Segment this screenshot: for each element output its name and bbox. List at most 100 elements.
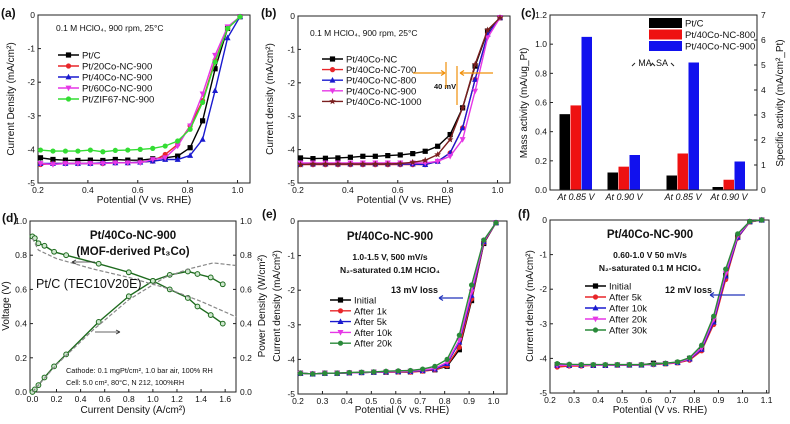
- y-tick-label: -2: [287, 78, 295, 88]
- circle-marker: [87, 147, 93, 153]
- circle-marker: [358, 369, 365, 375]
- plot-frame: [297, 15, 511, 184]
- circle-marker: [125, 293, 132, 300]
- catalyst-title: Pt/40Co-NC-900: [607, 229, 693, 241]
- plot-frame: [37, 14, 251, 184]
- x-axis-title: Current Density (A/cm²): [80, 405, 185, 416]
- circle-marker: [650, 361, 657, 367]
- square-marker: [385, 153, 391, 159]
- star-marker: [322, 160, 329, 167]
- series-pt-c-power: [31, 262, 237, 393]
- x-tick-label: 0.2: [292, 396, 304, 406]
- circle-marker: [407, 367, 414, 374]
- y-tick-label: -5: [287, 389, 295, 399]
- circle-marker: [371, 369, 377, 375]
- square-marker: [347, 154, 353, 160]
- star-marker: [484, 26, 491, 33]
- circle-marker: [137, 146, 143, 152]
- legend-label: Initial: [609, 282, 631, 293]
- panel-d: (d) Voltage (V) Power Density (W/cm²) Curre…: [1, 211, 268, 416]
- triangle-down-marker: [174, 143, 181, 150]
- plot-frame: [549, 219, 770, 394]
- category-label: At 0.85 V: [663, 192, 702, 202]
- square-marker: [112, 156, 118, 163]
- circle-marker: [219, 281, 226, 288]
- x-axis-title: Potential (V vs. RHE): [357, 195, 451, 206]
- y-tick-label: -4: [287, 145, 295, 155]
- y-tick-label: 3: [761, 110, 766, 120]
- legend-label: Pt/40Co-NC-900: [685, 42, 755, 53]
- square-marker: [65, 52, 72, 58]
- legend-label: Pt/ZIF67-NC-900: [82, 95, 154, 106]
- circle-marker: [194, 303, 201, 310]
- circle-marker: [346, 369, 352, 376]
- y-tick-label: 0: [542, 215, 547, 225]
- x-tick-label: 0.7: [414, 396, 426, 406]
- circle-marker: [75, 148, 81, 154]
- legend-label: Pt/40Co-NC-800: [346, 76, 416, 87]
- circle-marker: [149, 277, 156, 284]
- legend-label: Pt/20Co-NC-900: [82, 62, 152, 73]
- triangle-down-marker: [149, 157, 156, 163]
- bar: [666, 175, 677, 190]
- circle-marker: [686, 355, 693, 361]
- triangle-down-marker: [87, 161, 94, 167]
- circle-marker: [51, 248, 57, 255]
- circle-marker: [468, 282, 475, 288]
- legend-label: After 1k: [354, 306, 387, 317]
- circle-marker: [95, 318, 102, 325]
- x-tick-label: 0.8: [182, 185, 194, 195]
- star-marker: [459, 104, 466, 111]
- triangle-up-marker: [592, 304, 599, 311]
- y-tick-label: 1.2: [535, 10, 547, 20]
- x-tick-label: 1.0: [232, 185, 244, 195]
- star-marker: [446, 136, 454, 143]
- triangle-down-marker: [49, 162, 56, 168]
- series-line: [557, 219, 762, 366]
- circle-marker: [37, 147, 44, 153]
- y-tick-label: 2: [761, 135, 766, 145]
- square-marker: [62, 157, 69, 163]
- circle-marker: [200, 99, 206, 105]
- panel-a: (a) Current Density (mA/cm²) Potential (V …: [1, 6, 251, 206]
- circle-marker: [297, 370, 304, 376]
- y-tick-label: 0.4: [15, 319, 27, 329]
- bar: [607, 172, 618, 190]
- circle-marker: [63, 351, 70, 358]
- y-tick-label: -2: [539, 284, 547, 294]
- x-axis-title: Potential (V vs. RHE): [613, 405, 707, 416]
- triangle-up-marker: [65, 73, 72, 80]
- star-marker: [372, 160, 379, 167]
- y-tick-label: 0: [290, 216, 295, 226]
- panel-c: (c) Mass activity (mA/ug_Pt) Specific acti…: [519, 6, 786, 202]
- star-marker: [471, 60, 479, 68]
- star-marker: [359, 160, 367, 167]
- category-label: At 0.85 V: [556, 192, 595, 202]
- square-marker: [87, 157, 93, 163]
- circle-marker: [747, 218, 753, 224]
- category-label: At 0.90 V: [604, 192, 643, 202]
- series-line: [300, 222, 497, 375]
- panel-e: (e) Current density (mA/cm²) Potential (V …: [262, 207, 508, 416]
- category-label: At 0.90 V: [709, 192, 748, 202]
- circle-marker: [674, 359, 681, 365]
- x-tick-label: 0.6: [390, 396, 402, 406]
- triangle-down-marker: [37, 161, 44, 167]
- circle-marker: [614, 362, 620, 368]
- series-line: [557, 219, 762, 366]
- triangle-down-marker: [162, 155, 169, 161]
- legend-label: Pt/40Co-NC: [346, 55, 397, 66]
- y-tick-label: 4: [761, 85, 766, 95]
- triangle-up-marker: [187, 152, 194, 158]
- series-pt-60co-nc-900: [37, 14, 244, 168]
- x-tick-label: 0.2: [32, 185, 44, 195]
- x-tick-label: 0.6: [132, 185, 144, 195]
- y-tick-label: -4: [539, 353, 547, 363]
- circle-marker: [383, 368, 389, 374]
- circle-marker: [432, 363, 438, 369]
- series-line: [300, 222, 497, 375]
- bar: [677, 153, 688, 190]
- square-marker: [410, 151, 416, 157]
- x-tick-label: 0.3: [317, 396, 329, 406]
- series-line: [300, 222, 497, 375]
